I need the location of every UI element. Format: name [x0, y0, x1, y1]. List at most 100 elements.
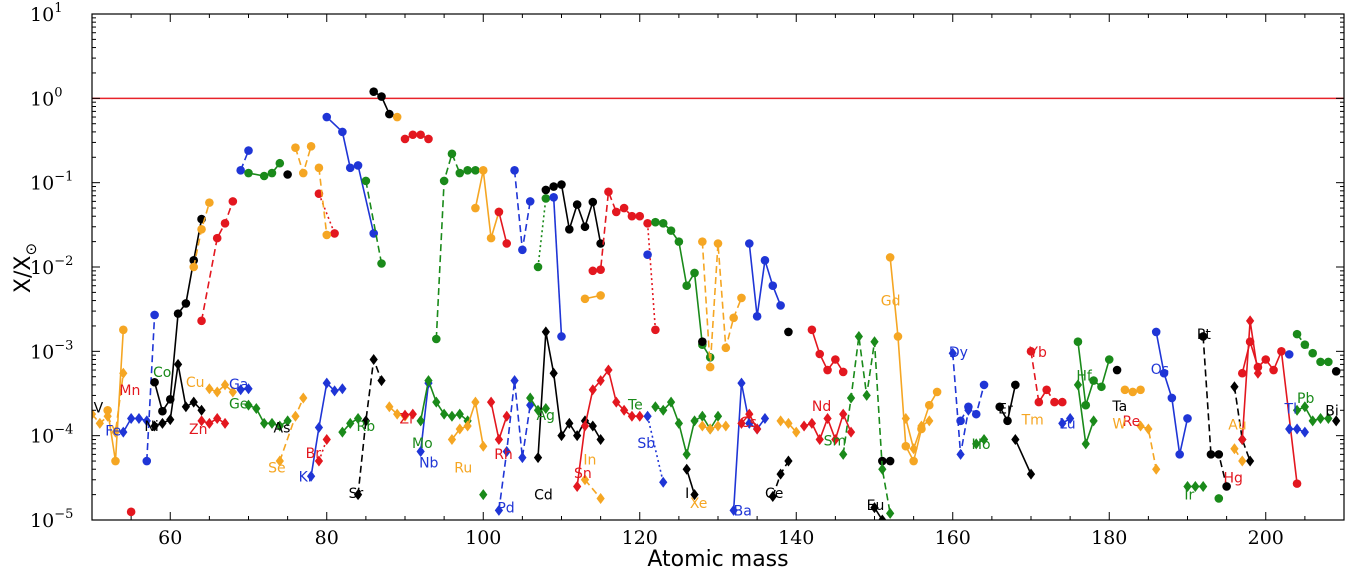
data-point-diamond — [510, 375, 519, 387]
data-point-circle — [486, 233, 496, 243]
series-line-72 — [584, 479, 602, 499]
data-point-diamond — [541, 326, 550, 338]
data-point-circle — [298, 168, 308, 178]
data-point-diamond — [627, 410, 637, 422]
data-point-circle — [1042, 385, 1051, 395]
data-point-diamond — [698, 420, 707, 432]
data-point-circle — [173, 309, 183, 318]
x-tick-label: 80 — [315, 527, 339, 549]
series-line-52 — [201, 417, 226, 425]
element-label: Hf — [1076, 368, 1093, 384]
data-point-diamond — [651, 401, 660, 413]
data-point-diamond — [878, 463, 887, 475]
data-point-circle — [494, 207, 504, 217]
data-point-diamond — [964, 404, 973, 416]
data-point-circle — [471, 203, 480, 213]
element-label: Yb — [1028, 345, 1047, 361]
x-tick-label: 160 — [935, 527, 971, 549]
data-point-diamond — [580, 420, 590, 432]
data-point-circle — [1167, 393, 1177, 403]
series-line-92 — [1233, 386, 1251, 462]
data-point-diamond — [1292, 404, 1302, 416]
data-point-circle — [541, 185, 551, 195]
y-tick-label: 10−3 — [30, 338, 73, 363]
data-point-circle — [197, 224, 206, 234]
data-point-circle — [815, 349, 825, 359]
data-point-circle — [1214, 494, 1224, 503]
element-label: Sm — [824, 433, 847, 449]
data-point-diamond — [1199, 480, 1208, 492]
series-line-53 — [209, 383, 234, 393]
data-point-diamond — [776, 468, 785, 480]
element-label: Mn — [119, 383, 140, 399]
data-point-circle — [212, 233, 222, 243]
data-point-circle — [267, 168, 277, 178]
data-point-diamond — [784, 455, 793, 467]
data-point-diamond — [666, 396, 676, 408]
data-point-circle — [1136, 385, 1145, 395]
data-point-circle — [1331, 366, 1341, 376]
data-point-diamond — [275, 420, 284, 432]
data-point-diamond — [573, 480, 582, 492]
element-label: Re — [1123, 414, 1141, 430]
data-point-circle — [596, 265, 605, 274]
series-line-43 — [1202, 336, 1228, 487]
y-axis-title: X/X⊙ — [11, 243, 40, 293]
data-point-diamond — [784, 417, 793, 429]
data-point-circle — [244, 146, 253, 155]
element-label: Pt — [1197, 327, 1211, 343]
data-point-diamond — [768, 490, 777, 502]
data-point-diamond — [1058, 417, 1067, 429]
data-point-diamond — [713, 420, 723, 432]
data-point-circle — [1198, 332, 1208, 341]
data-point-circle — [698, 237, 707, 246]
data-point-diamond — [690, 415, 699, 427]
data-point-circle — [432, 334, 441, 344]
data-point-circle — [322, 112, 332, 122]
data-point-circle — [807, 325, 817, 335]
element-label: Rh — [494, 447, 513, 463]
element-label: Ba — [734, 503, 752, 519]
data-point-circle — [103, 405, 112, 415]
data-point-circle — [627, 211, 637, 221]
data-point-diamond — [557, 430, 566, 442]
data-point-diamond — [674, 417, 683, 429]
data-point-diamond — [533, 452, 543, 464]
data-point-circle — [158, 406, 167, 416]
element-label: Sn — [574, 466, 592, 482]
data-point-circle — [244, 168, 253, 178]
x-tick-label: 60 — [158, 527, 182, 549]
element-label: Nd — [812, 399, 831, 415]
data-point-circle — [838, 367, 848, 377]
data-point-circle — [189, 256, 199, 265]
data-point-diamond — [1245, 315, 1255, 327]
series-line-60 — [357, 359, 383, 495]
data-point-circle — [729, 313, 738, 323]
data-point-circle — [651, 217, 660, 227]
data-point-circle — [588, 266, 598, 276]
data-point-diamond — [979, 434, 989, 446]
series-line-31 — [748, 243, 782, 317]
data-point-diamond — [737, 377, 746, 389]
data-point-circle — [924, 400, 934, 410]
data-point-diamond — [494, 434, 504, 446]
series-line-2 — [145, 314, 156, 462]
data-point-diamond — [299, 392, 308, 404]
data-point-diamond — [1089, 415, 1098, 427]
data-point-diamond — [385, 401, 394, 413]
data-point-diamond — [119, 426, 128, 438]
data-point-diamond — [760, 412, 770, 424]
plot-area: VFe Mn Ni Co Cu Zn Ga Ge As Se Br Kr Rb Sr Zr Mo Nb Ru Rh P… — [92, 87, 1344, 520]
data-point-circle — [611, 207, 621, 217]
element-label: Er — [998, 401, 1013, 417]
data-point-diamond — [878, 514, 887, 520]
element-label: Fe — [105, 424, 121, 440]
data-point-diamond — [393, 408, 402, 420]
element-label: As — [274, 420, 291, 436]
data-point-circle — [643, 250, 652, 259]
data-point-circle — [126, 507, 136, 517]
data-point-diamond — [244, 383, 253, 395]
data-point-diamond — [1300, 401, 1309, 413]
data-point-circle — [1277, 347, 1286, 356]
